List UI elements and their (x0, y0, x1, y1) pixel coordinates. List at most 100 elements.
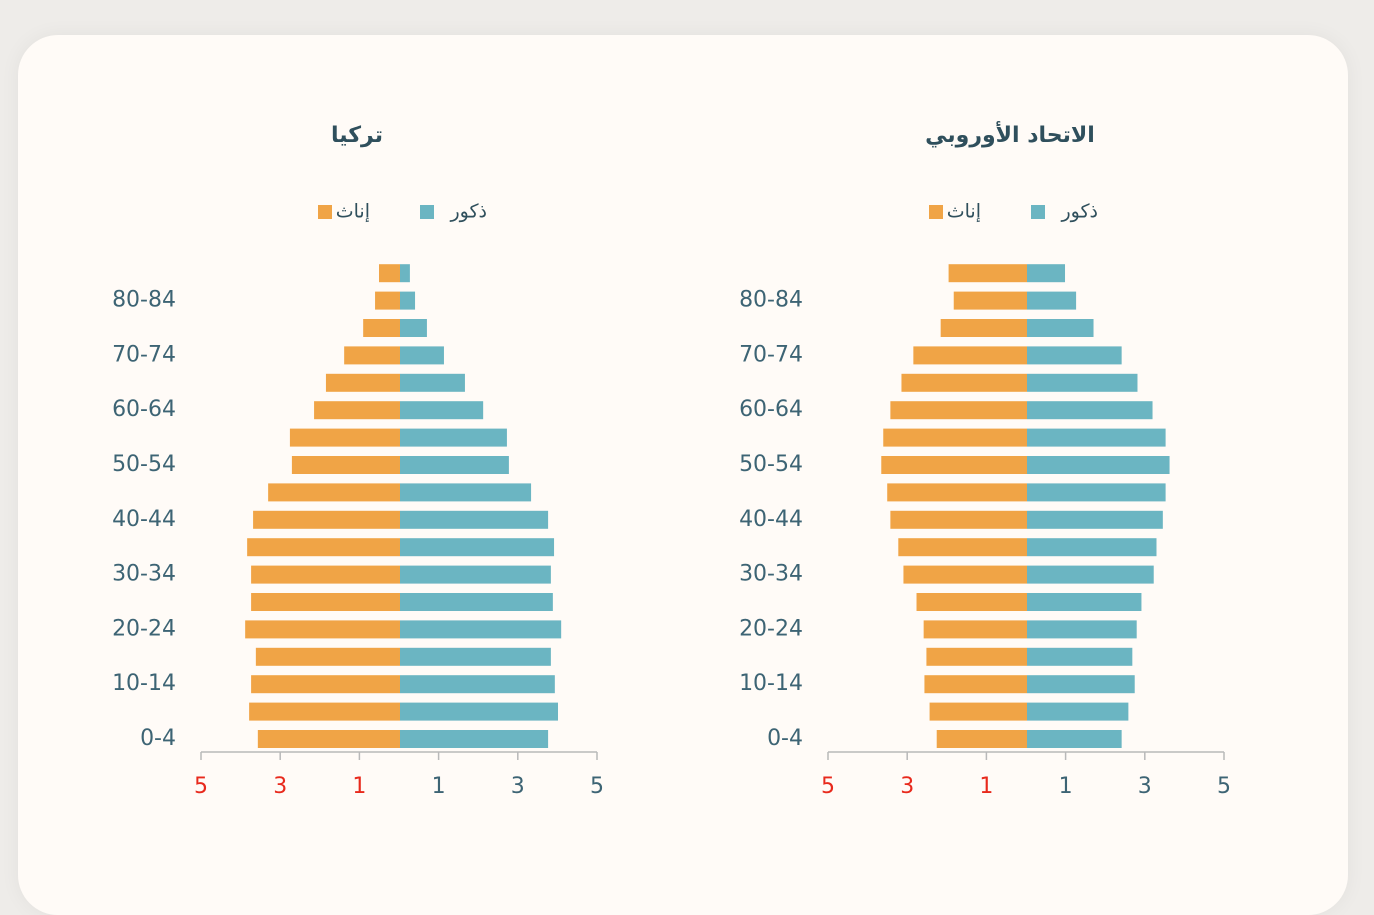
card (18, 35, 1348, 915)
category-label: 10-14 (739, 671, 803, 696)
category-label: 60-64 (739, 397, 803, 422)
bar (249, 702, 400, 721)
bar (400, 702, 559, 721)
x-tick-label: 5 (1217, 774, 1231, 799)
bar (1027, 565, 1154, 584)
bar (255, 647, 400, 666)
x-tick-label: 3 (511, 774, 525, 799)
bar (926, 647, 1027, 666)
bar (268, 483, 400, 502)
x-tick-label: 1 (1059, 774, 1073, 799)
bar (291, 456, 400, 474)
bar (247, 538, 400, 557)
bar (379, 264, 400, 283)
bar (400, 593, 553, 611)
bar (1027, 675, 1135, 694)
bar (400, 730, 549, 748)
bar (953, 291, 1027, 310)
bar (916, 593, 1027, 611)
bar (363, 319, 400, 337)
bar (1027, 291, 1077, 310)
bar (890, 401, 1027, 420)
page: تركيا ذكور إناث 0-4 10-14 20-24 30-34 40-44 50-5… (18, 35, 1348, 915)
bar (400, 647, 551, 666)
bar (1027, 647, 1133, 666)
bar (1027, 593, 1142, 611)
category-label: 80-84 (112, 288, 176, 313)
bar (1027, 264, 1066, 283)
category-label: 30-34 (739, 562, 803, 587)
chart-title: تركيا (331, 123, 383, 148)
bar (1027, 483, 1166, 502)
chart-title: الاتحاد الأوروبي (925, 120, 1095, 148)
bar (289, 428, 400, 447)
bar (890, 510, 1027, 529)
x-tick-label: 3 (1138, 774, 1152, 799)
bar (903, 565, 1027, 584)
x-tick-label: 1 (979, 774, 993, 799)
bar (936, 730, 1027, 748)
x-tick-label: 1 (352, 774, 366, 799)
category-label: 40-44 (739, 507, 803, 532)
bar (901, 373, 1027, 392)
bar (948, 264, 1027, 283)
legend-label: إناث (947, 201, 981, 224)
bar (400, 373, 465, 392)
bar (245, 620, 400, 639)
bar (898, 538, 1027, 557)
category-label: 60-64 (112, 397, 176, 422)
x-tick-label: 5 (590, 774, 604, 799)
bar (1027, 510, 1163, 529)
bar (1027, 620, 1137, 639)
bar (251, 565, 400, 584)
legend-swatch (318, 205, 332, 219)
legend-swatch (1031, 205, 1045, 219)
bar (400, 510, 549, 529)
bar (1027, 346, 1122, 365)
bar (923, 620, 1027, 639)
category-label: 40-44 (112, 507, 176, 532)
x-tick-label: 5 (821, 774, 835, 799)
bar (325, 373, 400, 392)
bar (400, 346, 444, 365)
category-label: 20-24 (739, 616, 803, 641)
bar (400, 456, 509, 474)
bar (1027, 456, 1170, 474)
category-label: 50-54 (112, 452, 176, 477)
bar (344, 346, 400, 365)
bar (913, 346, 1027, 365)
bar (929, 702, 1027, 721)
bar (400, 319, 427, 337)
category-label: 80-84 (739, 288, 803, 313)
category-label: 0-4 (140, 726, 176, 751)
bar (375, 291, 400, 310)
x-tick-label: 3 (273, 774, 287, 799)
bar (1027, 730, 1122, 748)
legend-label: ذكور (450, 201, 488, 223)
bar (400, 428, 507, 447)
x-tick-label: 1 (432, 774, 446, 799)
bar (314, 401, 400, 420)
legend-swatch (929, 205, 943, 219)
bar (924, 675, 1027, 694)
bar (883, 428, 1027, 447)
legend-swatch (420, 205, 434, 219)
x-tick-label: 3 (900, 774, 914, 799)
bar (1027, 319, 1094, 337)
bar (1027, 428, 1166, 447)
bar (400, 620, 562, 639)
bar (251, 675, 400, 694)
bar (400, 264, 410, 283)
bar (400, 401, 484, 420)
bar (400, 483, 532, 502)
category-label: 50-54 (739, 452, 803, 477)
bar (257, 730, 400, 748)
x-tick-label: 5 (194, 774, 208, 799)
legend-label: إناث (336, 201, 370, 224)
category-label: 0-4 (767, 726, 803, 751)
bar (251, 593, 400, 611)
bar (400, 675, 555, 694)
category-label: 30-34 (112, 562, 176, 587)
bar (253, 510, 400, 529)
legend-label: ذكور (1061, 201, 1099, 223)
